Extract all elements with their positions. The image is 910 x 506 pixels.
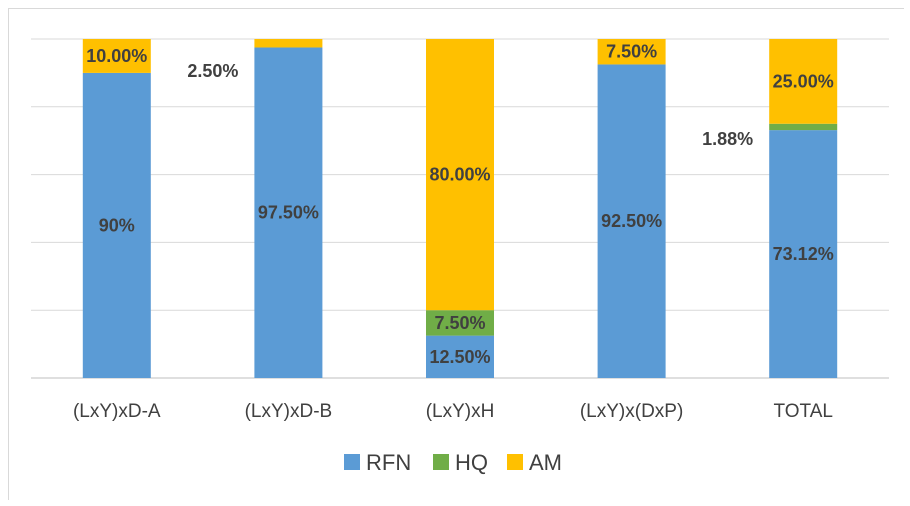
x-tick-label: (LxY)xD-B xyxy=(245,401,333,422)
data-label: 92.50% xyxy=(601,211,662,231)
chart-frame: (LxY)xD-A (LxY)xD-B (LxY)xH (LxY)x(DxP) TOTA… xyxy=(8,8,904,500)
data-label: 10.00% xyxy=(86,46,147,66)
data-label: 2.50% xyxy=(187,61,238,81)
legend-swatch-hq xyxy=(433,454,449,470)
x-axis: (LxY)xD-A (LxY)xD-B (LxY)xH (LxY)x(DxP) TOTA… xyxy=(73,401,833,422)
bar-rfn-1 xyxy=(254,47,323,378)
x-tick-label: (LxY)xH xyxy=(426,401,495,422)
x-tick-label: (LxY)xD-A xyxy=(73,401,161,422)
bar-hq-2 xyxy=(426,310,494,336)
data-label: 1.88% xyxy=(702,129,753,149)
legend-label-am: AM xyxy=(529,450,562,475)
bar-am-2 xyxy=(426,39,494,311)
legend-swatch-am xyxy=(507,454,523,470)
bar-am-4 xyxy=(769,39,838,124)
legend-swatch-rfn xyxy=(344,454,360,470)
data-labels: 90% 10.00% 2.50% 97.50% 80.00% 7.50% 12.50% 7.5… xyxy=(86,42,833,367)
data-label: 80.00% xyxy=(429,165,490,185)
data-label: 90% xyxy=(99,215,135,235)
bar-rfn-2 xyxy=(426,335,494,378)
bar-rfn-4 xyxy=(769,130,838,378)
data-label: 7.50% xyxy=(606,42,657,62)
bar-rfn-3 xyxy=(597,64,666,379)
bar-hq-4 xyxy=(769,123,838,131)
stacked-bar-chart: (LxY)xD-A (LxY)xD-B (LxY)xH (LxY)x(DxP) TOTA… xyxy=(31,38,889,475)
bar-rfn-0 xyxy=(82,72,151,379)
data-label: 25.00% xyxy=(773,71,834,91)
x-tick-label: TOTAL xyxy=(773,401,832,422)
bar-am-1 xyxy=(254,39,323,48)
data-label: 73.12% xyxy=(773,244,834,264)
legend-label-hq: HQ xyxy=(455,450,488,475)
x-tick-label: (LxY)x(DxP) xyxy=(580,401,683,422)
data-label: 12.50% xyxy=(429,347,490,367)
legend-label-rfn: RFN xyxy=(366,450,411,475)
legend: RFN HQ AM xyxy=(344,450,562,475)
bar-am-0 xyxy=(82,39,151,73)
bars xyxy=(82,39,838,379)
data-label: 7.50% xyxy=(434,313,485,333)
bar-am-3 xyxy=(597,39,666,65)
data-label: 97.50% xyxy=(258,203,319,223)
